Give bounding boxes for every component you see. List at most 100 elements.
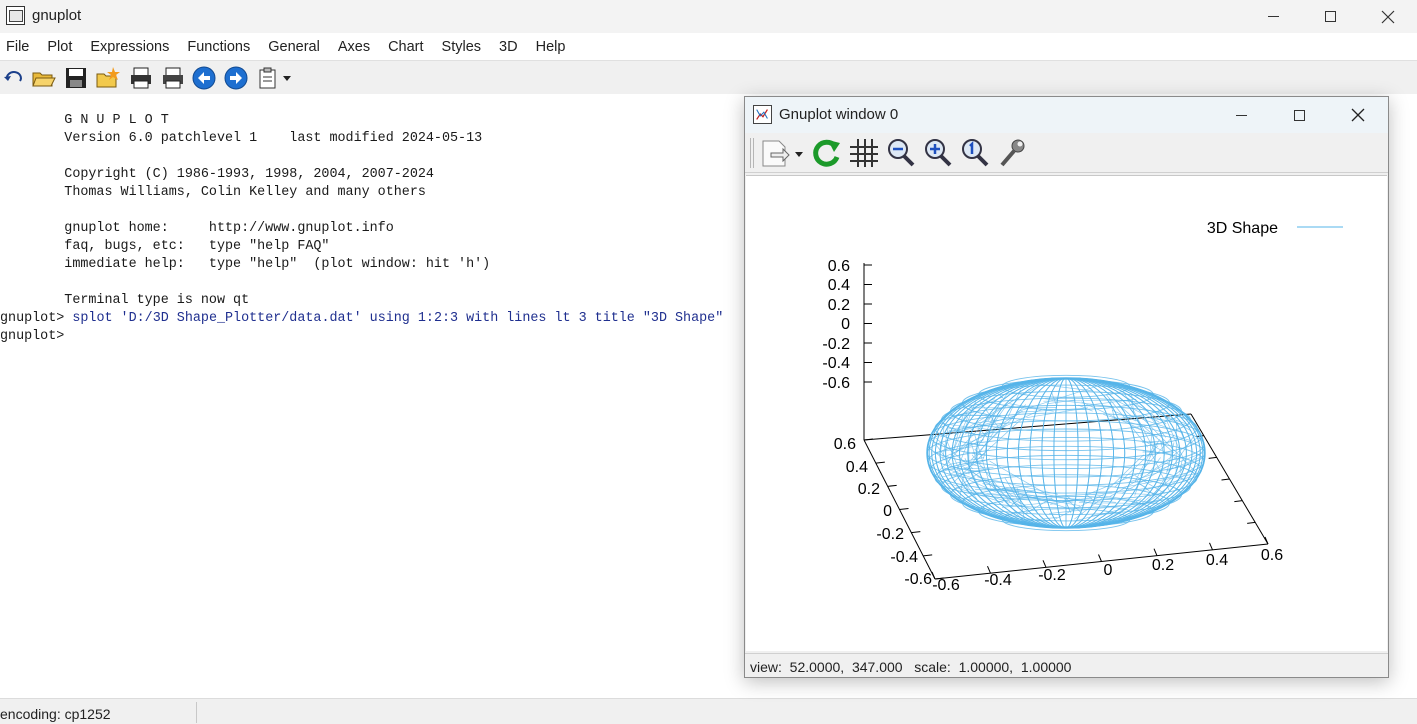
close-icon [1351,108,1365,122]
legend-label: 3D Shape [1207,220,1278,237]
console-line: G N U P L O T [0,113,169,128]
surface-line [1063,497,1071,512]
clipboard-dropdown-icon[interactable] [257,66,295,90]
plot-close-button[interactable] [1329,97,1387,133]
surface-line [1026,407,1088,419]
replot-icon[interactable] [811,137,843,169]
print-setup-icon[interactable] [161,66,185,90]
surface-line [1121,464,1171,494]
console-prompt: gnuplot> [0,311,65,326]
surface-line [1140,434,1175,473]
zoom-reset-icon[interactable] [959,137,991,169]
menu-functions[interactable]: Functions [187,38,251,55]
minimize-button[interactable] [1244,0,1302,33]
surface-line [1150,416,1167,438]
menu-axes[interactable]: Axes [337,38,371,55]
surface-line [934,451,946,461]
surface-line [1179,459,1183,472]
surface-line [934,404,1198,452]
surface-line [938,422,996,431]
surface-line [985,488,1020,491]
close-button[interactable] [1359,0,1417,33]
surface-line [933,444,984,454]
x-tick-label: 0.6 [1261,547,1283,564]
print-icon[interactable] [129,66,153,90]
surface-line [992,486,1025,523]
console-line: Thomas Williams, Colin Kelley and many o… [0,185,426,200]
console-line: Copyright (C) 1986-1993, 1998, 2004, 200… [0,167,434,182]
menu-3d[interactable]: 3D [499,38,518,55]
zoom-in-icon[interactable] [922,137,954,169]
axis-tick [1264,536,1269,545]
grid-icon[interactable] [848,137,880,169]
surface-line [944,467,994,471]
surface-line [1109,454,1182,498]
surface-line [1150,451,1171,493]
surface-line [1066,496,1071,499]
surface-line [940,414,1018,438]
replot-icon[interactable] [3,66,27,90]
plot-window-title-bar[interactable]: Gnuplot window 0 [745,97,1388,133]
surface-line [969,470,1028,512]
maximize-button[interactable] [1301,0,1359,33]
axis-tick [1209,542,1213,551]
surface-line [1001,374,1131,398]
menu-file[interactable]: File [6,38,30,55]
surface-line [1097,498,1142,526]
console-command-line: gnuplot> splot 'D:/3D Shape_Plotter/data… [0,310,723,328]
surface-line [954,384,1040,436]
surface-line [956,414,988,416]
forward-arrow-icon[interactable] [224,66,248,90]
save-icon[interactable] [64,66,88,90]
console-prompt-line[interactable]: gnuplot> [0,329,65,344]
plot-canvas[interactable]: 3D Shape 0.6 0.4 0.2 0 -0.2 -0.4 [746,175,1387,651]
view-scale-status: view: 52.0000, 347.000 scale: 1.00000, 1… [750,659,1072,675]
menu-expressions[interactable]: Expressions [90,38,170,55]
z-tick-label: -0.2 [822,336,850,353]
surface-line [950,410,1023,456]
surface-line [975,489,1035,492]
menu-help[interactable]: Help [535,38,566,55]
open-folder-icon[interactable] [32,66,56,90]
x-tick-label: -0.2 [1038,567,1066,584]
surface-line [1096,491,1151,495]
surface-line [1147,437,1198,475]
menu-plot[interactable]: Plot [47,38,73,55]
toolbar-grip[interactable] [750,138,754,168]
menu-chart[interactable]: Chart [388,38,424,55]
console-line: immediate help: type "help" (plot window… [0,257,491,272]
main-toolbar [0,60,1417,94]
surface-line [1103,414,1193,442]
y-tick-label: 0.4 [846,459,868,476]
menu-styles[interactable]: Styles [441,38,482,55]
plot-minimize-button[interactable] [1212,97,1270,133]
surface-line [939,422,945,455]
export-dropdown-icon[interactable] [759,137,807,169]
surface-line [927,377,1205,529]
axis-tick [1234,500,1243,503]
back-arrow-icon[interactable] [192,66,216,90]
surface-line [990,489,1081,507]
menu-general[interactable]: General [268,38,320,55]
surface-line [1001,497,1093,508]
gnuplot-app-icon [6,6,25,25]
surface-line [1065,498,1083,515]
x-tick-labels: -0.6 -0.4 -0.2 0 0.2 0.4 0.6 [932,547,1283,594]
plot-maximize-button[interactable] [1270,97,1328,133]
encoding-status: encoding: cp1252 [0,706,111,722]
change-directory-icon[interactable] [96,66,120,90]
zoom-out-icon[interactable] [885,137,917,169]
surface-line [989,460,1045,494]
surface-line [955,487,1004,504]
surface-line [927,420,1205,469]
surface-line [930,412,1202,461]
settings-wrench-icon[interactable] [996,137,1028,169]
plot-window-icon [753,105,772,124]
surface-line [949,474,1183,516]
console-line: gnuplot home: http://www.gnuplot.info [0,221,394,236]
surface-line [1043,492,1113,497]
surface-line [983,414,995,459]
surface-line [1152,409,1192,432]
console-output[interactable]: G N U P L O T Version 6.0 patchlevel 1 l… [0,94,744,698]
surface-line [927,437,1205,486]
